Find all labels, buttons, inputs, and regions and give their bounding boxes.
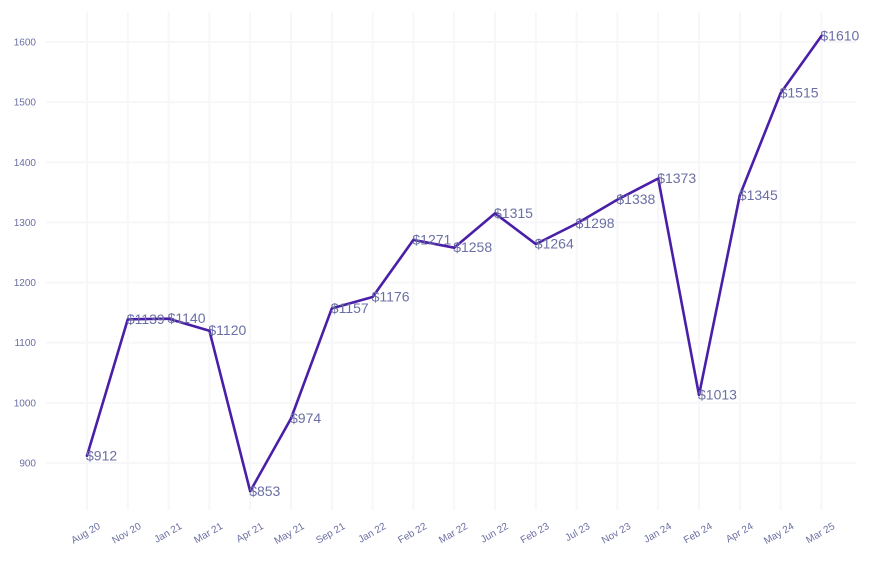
- data-label: $1157: [331, 300, 369, 316]
- x-axis: Aug 20 Nov 20 Jan 21 Mar 21 Apr 21 May 21 Sep …: [70, 521, 838, 547]
- y-tick-label: 900: [19, 459, 36, 470]
- series-line-price: [85, 34, 823, 493]
- data-label: $1258: [453, 239, 492, 255]
- x-tick-label: Jul 23: [563, 521, 592, 544]
- x-tick-label: Feb 23: [519, 521, 552, 546]
- y-tick-label: 1400: [14, 158, 37, 169]
- data-label: $1264: [535, 236, 574, 252]
- data-label: $1610: [820, 27, 859, 43]
- data-label: $853: [249, 483, 280, 499]
- x-tick-label: Mar 25: [804, 521, 837, 546]
- data-label: $974: [290, 410, 321, 426]
- x-tick-label: Feb 22: [396, 521, 429, 546]
- y-tick-label: 1300: [14, 218, 37, 229]
- data-labels: $912 $1139 $1140$1120 $853 $974 $1157$1176 $12…: [86, 27, 860, 498]
- x-tick-label: Apr 24: [724, 521, 755, 545]
- data-label: $1373: [657, 170, 696, 186]
- x-tick-label: Sep 21: [314, 521, 347, 547]
- y-axis: 900 1000 1100 1200 1300 1400 1500 1600: [14, 38, 37, 470]
- data-label: $1140: [168, 310, 206, 326]
- x-tick-label: Jan 22: [357, 521, 389, 546]
- data-label: $1139: [127, 311, 165, 327]
- x-tick-label: Apr 21: [235, 521, 266, 545]
- x-tick-label: Nov 23: [600, 521, 633, 547]
- x-tick-label: Jun 22: [479, 521, 511, 546]
- x-tick-label: Mar 21: [192, 521, 225, 546]
- y-tick-label: 1000: [14, 398, 37, 409]
- y-tick-label: 1100: [14, 338, 36, 349]
- x-tick-label: Nov 20: [110, 521, 143, 547]
- data-label: $1013: [698, 387, 737, 403]
- data-label: $1515: [780, 85, 819, 101]
- x-tick-label: May 24: [762, 521, 796, 547]
- grid: [46, 12, 856, 510]
- y-tick-label: 1600: [14, 38, 37, 49]
- x-tick-label: Jan 21: [153, 521, 185, 546]
- y-tick-label: 1200: [14, 278, 37, 289]
- data-label: $1315: [494, 205, 533, 221]
- data-label: $1271: [412, 231, 451, 247]
- data-label: $1176: [372, 289, 410, 305]
- x-tick-label: May 21: [273, 521, 307, 547]
- data-label: $1120: [208, 322, 246, 338]
- x-tick-label: Jan 24: [642, 521, 674, 546]
- data-label: $1345: [739, 187, 778, 203]
- data-label: $1338: [616, 191, 655, 207]
- x-tick-label: Mar 22: [437, 521, 470, 546]
- x-tick-label: Aug 20: [70, 521, 103, 547]
- data-label: $1298: [576, 215, 615, 231]
- x-tick-label: Feb 24: [682, 521, 715, 546]
- data-label: $912: [86, 447, 117, 463]
- y-tick-label: 1500: [14, 98, 37, 109]
